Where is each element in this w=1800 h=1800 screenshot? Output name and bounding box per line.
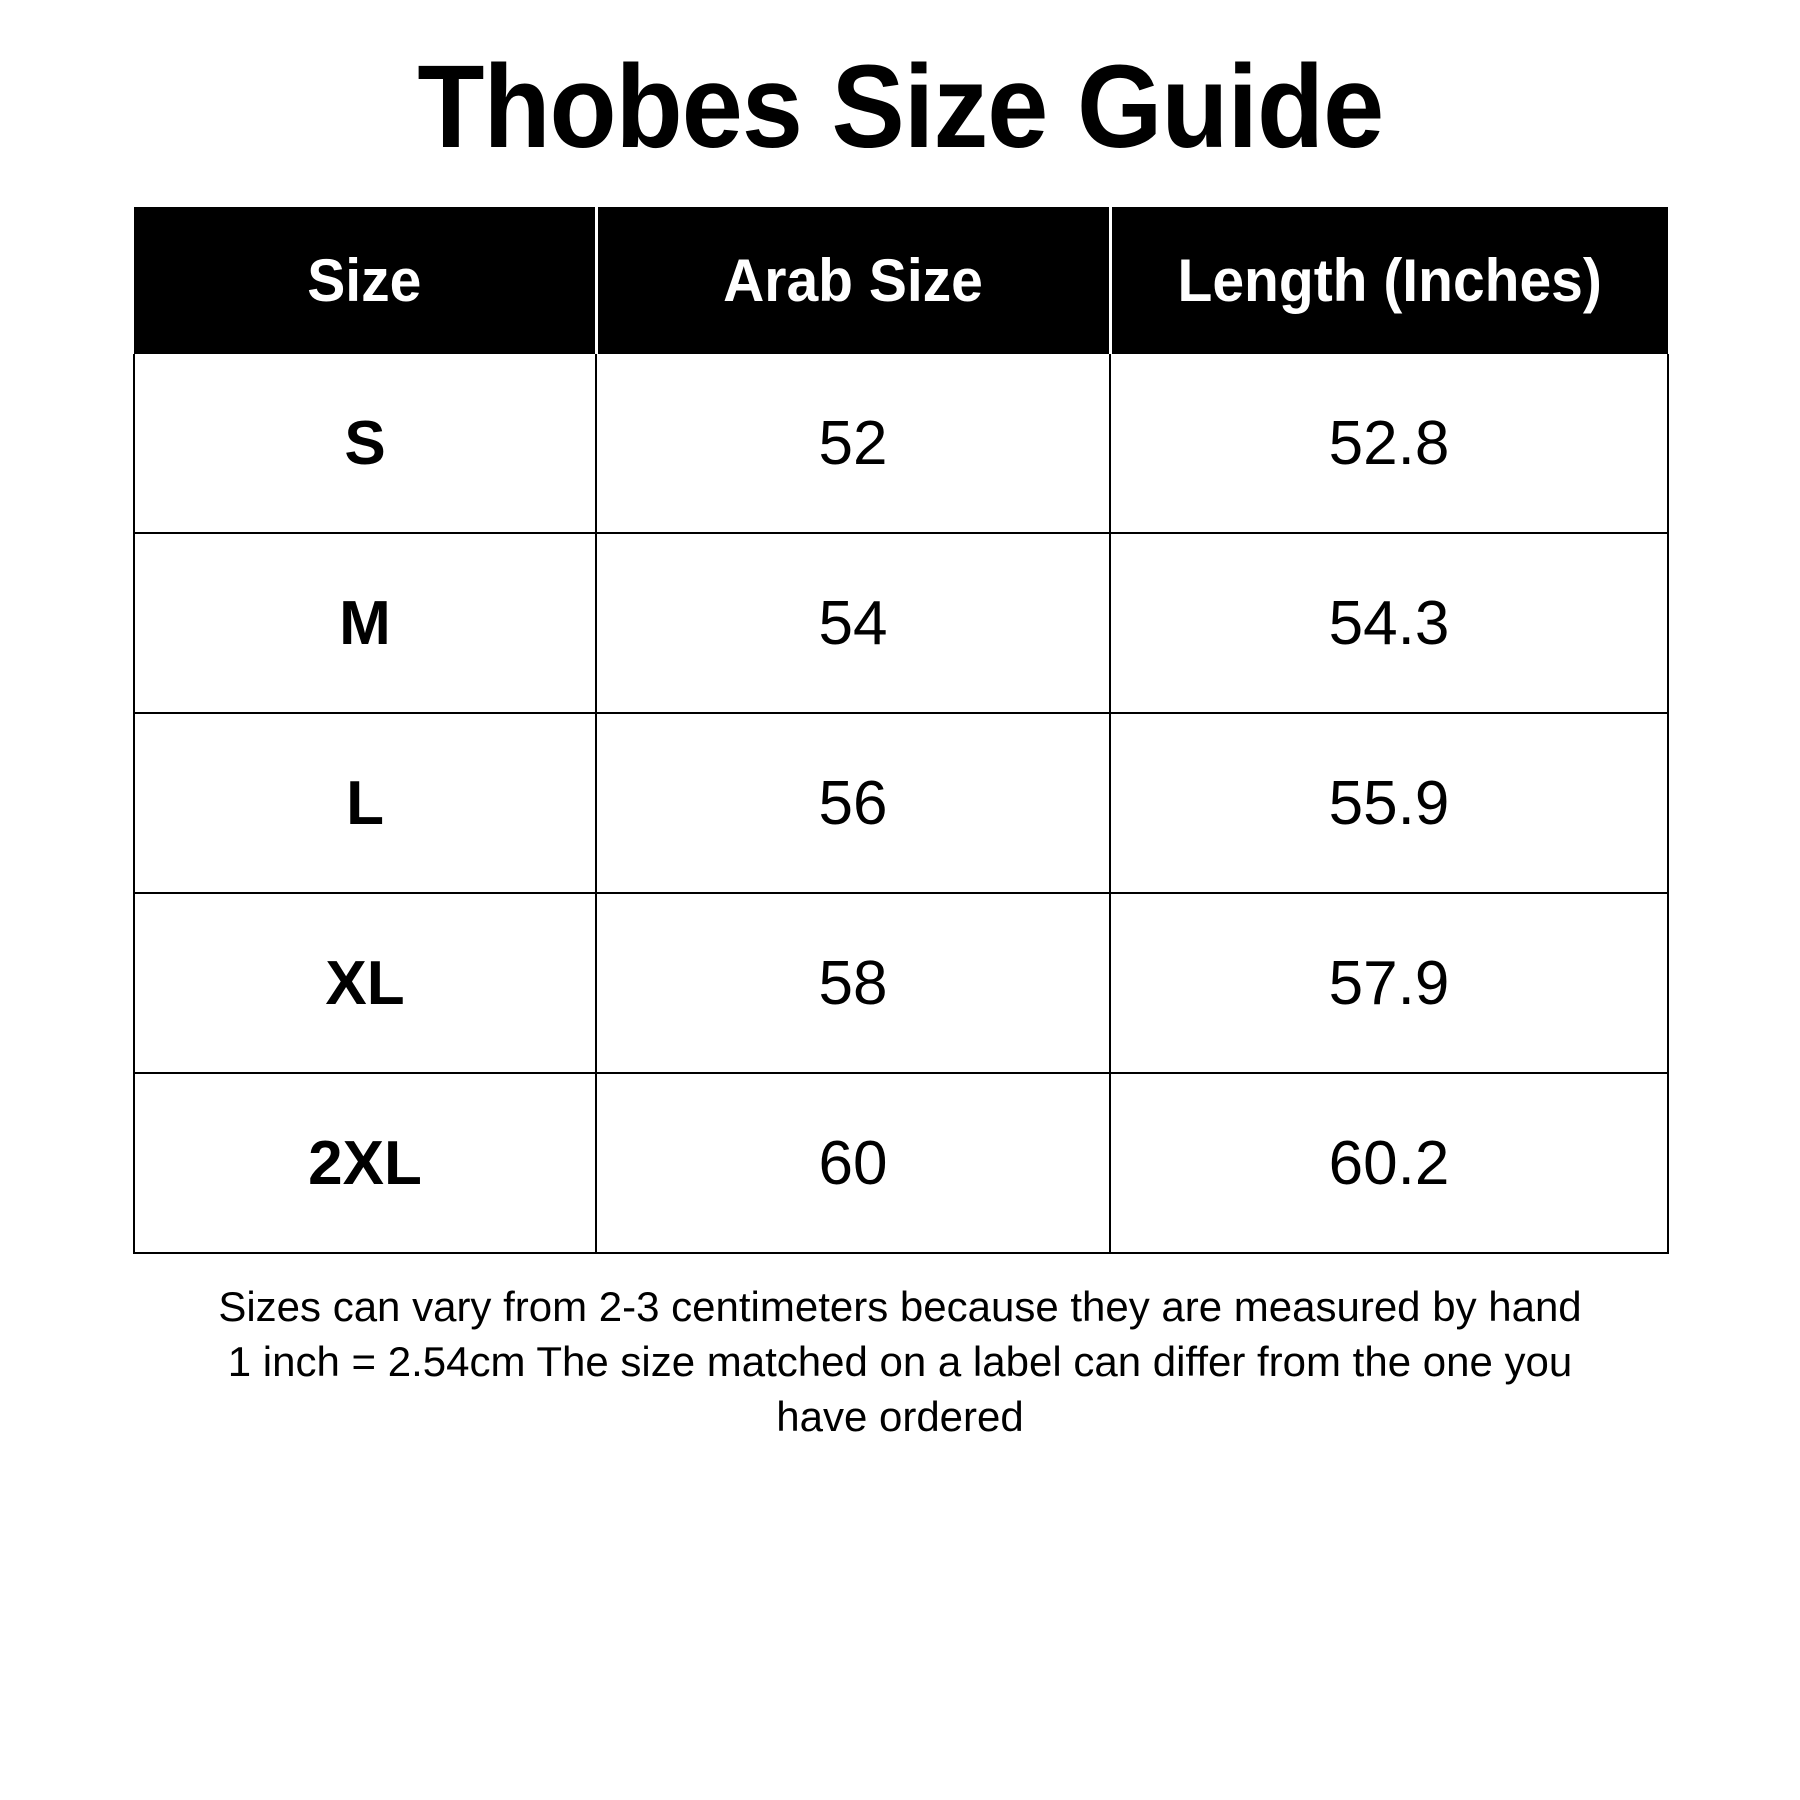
- cell-length: 54.3: [1109, 532, 1669, 715]
- footnote-line-2: 1 inch = 2.54cm The size matched on a la…: [227, 1338, 1573, 1386]
- page-title: Thobes Size Guide: [417, 41, 1384, 173]
- column-header-size: Size: [145, 207, 586, 355]
- cell-size: 2XL: [133, 1072, 597, 1255]
- table-header-row: Size Arab Size Length (Inches): [134, 207, 1668, 355]
- table-row: M 54 54.3: [133, 532, 1669, 715]
- cell-size: M: [133, 532, 597, 715]
- table-header: Size Arab Size Length (Inches): [134, 207, 1668, 355]
- cell-size: XL: [133, 892, 597, 1075]
- cell-arab: 58: [595, 892, 1111, 1075]
- footnote-line-3: have ordered: [776, 1392, 1024, 1440]
- column-header-arab-size: Arab Size: [608, 207, 1099, 355]
- cell-length: 57.9: [1109, 892, 1669, 1075]
- size-table-container: Size Arab Size Length (Inches) S 52 52.8…: [133, 207, 1669, 1255]
- cell-arab: 52: [595, 354, 1111, 535]
- cell-length: 52.8: [1109, 354, 1669, 535]
- footnote-line-1: Sizes can vary from 2-3 centimeters beca…: [218, 1283, 1582, 1331]
- column-header-length-inches: Length (Inches): [1123, 207, 1655, 355]
- table-body: S 52 52.8 M 54 54.3 L 56 55.9 XL 58: [133, 354, 1669, 1255]
- cell-arab: 60: [595, 1072, 1111, 1255]
- table-row: XL 58 57.9: [133, 892, 1669, 1075]
- cell-arab: 56: [595, 712, 1111, 895]
- table-row: L 56 55.9: [133, 712, 1669, 895]
- size-table: Size Arab Size Length (Inches) S 52 52.8…: [133, 207, 1669, 1255]
- cell-length: 55.9: [1109, 712, 1669, 895]
- cell-length: 60.2: [1109, 1072, 1669, 1255]
- cell-arab: 54: [595, 532, 1111, 715]
- table-row: 2XL 60 60.2: [133, 1072, 1669, 1255]
- cell-size: S: [133, 354, 597, 535]
- footnote: Sizes can vary from 2-3 centimeters beca…: [105, 1280, 1695, 1444]
- table-row: S 52 52.8: [133, 354, 1669, 535]
- cell-size: L: [133, 712, 597, 895]
